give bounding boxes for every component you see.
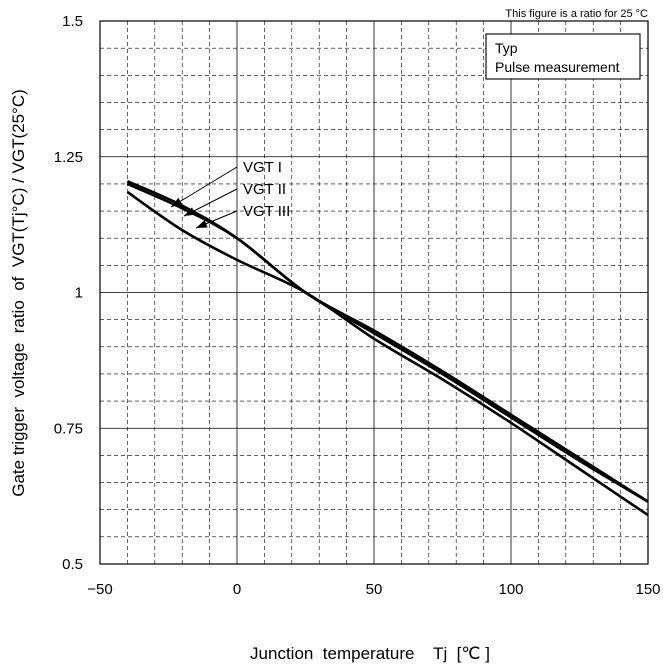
major-gridlines <box>100 21 648 564</box>
series-label-2: VGT II <box>243 181 286 198</box>
y-tick-label: 0.5 <box>62 556 83 573</box>
series-label-leader <box>170 166 238 208</box>
legend-box: Typ Pulse measurement <box>485 33 641 80</box>
series-labels: VGT I VGT II VGT III <box>170 159 290 229</box>
y-tick-label: 1 <box>75 285 83 302</box>
series-label-arrowhead <box>196 220 208 228</box>
series-line-2 <box>126 182 649 503</box>
x-tick-label: 100 <box>498 581 523 598</box>
y-tick-label: 0.75 <box>54 420 83 437</box>
x-tick-label: 50 <box>366 581 383 598</box>
x-axis-label: Junction temperature Tj [℃ ] <box>250 644 490 663</box>
series-label-3: VGT III <box>243 203 290 220</box>
y-axis-label: Gate trigger voltage ratio of VGT(Tj°C) … <box>9 89 28 497</box>
chart-note: This figure is a ratio for 25 °C <box>505 8 648 20</box>
x-tick-label: 150 <box>635 581 660 598</box>
y-tick-label: 1.25 <box>54 149 83 166</box>
series-label-arrowhead <box>171 197 183 207</box>
plot-frame <box>99 20 649 565</box>
series-label-arrowhead <box>184 207 196 216</box>
legend-line-1: Typ <box>495 40 518 56</box>
series-layer <box>126 180 649 517</box>
tick-labels: −50 0 50 100 150 0.5 0.75 1 1.25 1.5 <box>54 13 661 598</box>
series-line-3 <box>126 190 649 517</box>
legend-line-2: Pulse measurement <box>495 59 620 75</box>
x-tick-label: −50 <box>87 581 112 598</box>
series-label-1: VGT I <box>243 159 282 176</box>
y-tick-label: 1.5 <box>62 13 83 30</box>
series-line-1 <box>126 180 649 503</box>
x-tick-label: 0 <box>233 581 241 598</box>
